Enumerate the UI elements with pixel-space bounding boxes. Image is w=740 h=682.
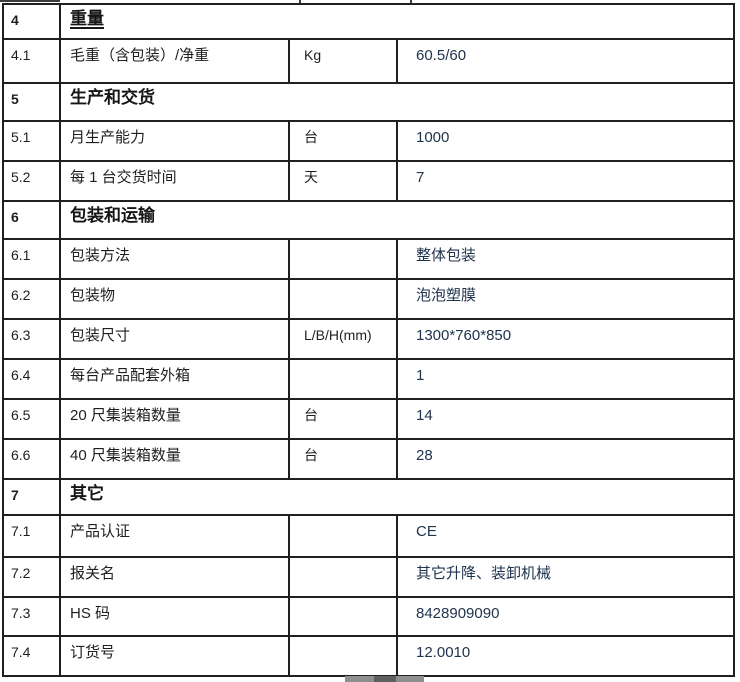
label-cell: 20 尺集装箱数量 xyxy=(61,400,290,438)
label-cell: 产品认证 xyxy=(61,516,290,556)
section-title-text: 重量 xyxy=(70,9,104,28)
value-cell: 泡泡塑膜 xyxy=(416,287,477,304)
section-number: 6 xyxy=(4,202,61,238)
section-number: 5 xyxy=(4,84,61,120)
unit-cell xyxy=(290,637,398,675)
unit-cell xyxy=(290,516,398,556)
section-row-weight: 4 重量 xyxy=(4,5,733,40)
label-cell: HS 码 xyxy=(61,598,290,635)
value-cell: 其它升降、装卸机械 xyxy=(416,565,552,582)
section-row-packaging-shipping: 6 包装和运输 xyxy=(4,202,733,240)
label-cell: 40 尺集装箱数量 xyxy=(61,440,290,478)
label-cell: 包装方法 xyxy=(61,240,290,278)
unit-cell xyxy=(290,240,398,278)
section-title-text: 生产和交货 xyxy=(70,88,155,107)
value-cell: 14 xyxy=(416,407,433,424)
value-cell: 整体包装 xyxy=(416,247,477,264)
label-cell: 包装物 xyxy=(61,280,290,318)
table-row-6-6: 6.6 40 尺集装箱数量 台 28 xyxy=(4,440,733,480)
section-title: 重量 xyxy=(61,5,733,38)
table-row-5-1: 5.1 月生产能力 台 1000 xyxy=(4,122,733,162)
table-row-6-2: 6.2 包装物 泡泡塑膜 xyxy=(4,280,733,320)
value-cell: 60.5/60 xyxy=(416,47,467,64)
label-cell: 订货号 xyxy=(61,637,290,675)
row-number-cell: 6.3 xyxy=(4,320,61,358)
section-title-text: 包装和运输 xyxy=(70,206,155,225)
value-cell: 1 xyxy=(416,367,425,384)
row-number-cell: 7.1 xyxy=(4,516,61,556)
table-row-7-1: 7.1 产品认证 CE xyxy=(4,516,733,558)
table-row-6-4: 6.4 每台产品配套外箱 1 xyxy=(4,360,733,400)
row-number-cell: 6.6 xyxy=(4,440,61,478)
row-number-cell: 5.2 xyxy=(4,162,61,200)
value-cell: 7 xyxy=(416,169,425,186)
value-cell: 12.0010 xyxy=(416,644,471,661)
section-title-text: 其它 xyxy=(70,484,104,503)
table-row-4-1: 4.1 毛重（含包装）/净重 Kg 60.5/60 xyxy=(4,40,733,84)
label-cell: 报关名 xyxy=(61,558,290,596)
row-number-cell: 7.3 xyxy=(4,598,61,635)
unit-cell xyxy=(290,280,398,318)
unit-cell: 台 xyxy=(290,440,398,478)
value-cell: 8428909090 xyxy=(416,605,500,622)
unit-cell xyxy=(290,558,398,596)
row-number-cell: 5.1 xyxy=(4,122,61,160)
label-cell: 每台产品配套外箱 xyxy=(61,360,290,398)
label-cell: 毛重（含包装）/净重 xyxy=(61,40,290,82)
table-row-6-5: 6.5 20 尺集装箱数量 台 14 xyxy=(4,400,733,440)
row-number-cell: 7.4 xyxy=(4,637,61,675)
unit-cell: 台 xyxy=(290,400,398,438)
unit-cell xyxy=(290,360,398,398)
table-row-7-4: 7.4 订货号 12.0010 xyxy=(4,637,733,675)
section-number: 7 xyxy=(4,480,61,514)
row-number-cell: 6.4 xyxy=(4,360,61,398)
clipped-element-below-gray-bar-dark xyxy=(374,676,396,682)
table-row-7-3: 7.3 HS 码 8428909090 xyxy=(4,598,733,637)
clipped-column-border-stub xyxy=(410,0,412,3)
table-row-6-1: 6.1 包装方法 整体包装 xyxy=(4,240,733,280)
clipped-column-border-stub xyxy=(299,0,301,3)
unit-cell: Kg xyxy=(290,40,398,82)
value-cell: 28 xyxy=(416,447,433,464)
value-cell: 1300*760*850 xyxy=(416,327,512,344)
label-cell: 月生产能力 xyxy=(61,122,290,160)
unit-cell xyxy=(290,598,398,635)
unit-cell: L/B/H(mm) xyxy=(290,320,398,358)
value-cell: 1000 xyxy=(416,129,450,146)
section-row-production-delivery: 5 生产和交货 xyxy=(4,84,733,122)
section-number: 4 xyxy=(4,5,61,38)
row-number-cell: 6.5 xyxy=(4,400,61,438)
clipped-row-above-border xyxy=(0,0,60,2)
label-cell: 每 1 台交货时间 xyxy=(61,162,290,200)
unit-cell: 天 xyxy=(290,162,398,200)
product-spec-table: 4 重量 4.1 毛重（含包装）/净重 Kg 60.5/60 5 生产和交货 5… xyxy=(2,3,735,677)
section-title: 包装和运输 xyxy=(61,202,733,238)
section-title: 生产和交货 xyxy=(61,84,733,120)
row-number-cell: 6.1 xyxy=(4,240,61,278)
row-number-cell: 6.2 xyxy=(4,280,61,318)
section-row-other: 7 其它 xyxy=(4,480,733,516)
table-row-6-3: 6.3 包装尺寸 L/B/H(mm) 1300*760*850 xyxy=(4,320,733,360)
row-number-cell: 7.2 xyxy=(4,558,61,596)
section-title: 其它 xyxy=(61,480,733,514)
table-row-7-2: 7.2 报关名 其它升降、装卸机械 xyxy=(4,558,733,598)
table-row-5-2: 5.2 每 1 台交货时间 天 7 xyxy=(4,162,733,202)
label-cell: 包装尺寸 xyxy=(61,320,290,358)
row-number-cell: 4.1 xyxy=(4,40,61,82)
unit-cell: 台 xyxy=(290,122,398,160)
value-cell: CE xyxy=(416,523,437,540)
